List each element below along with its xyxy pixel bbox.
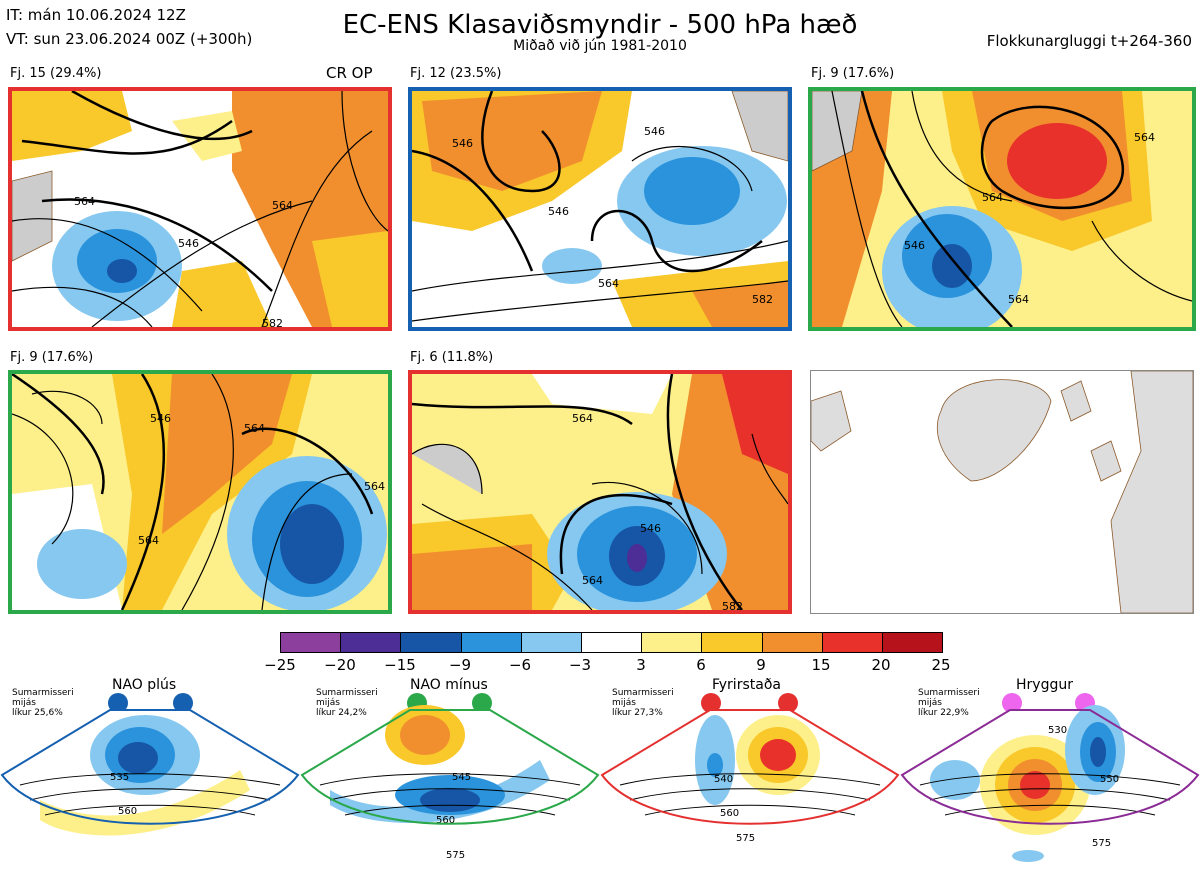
colorbar-bin — [822, 633, 883, 652]
regime-dot — [778, 693, 798, 713]
cluster-label-5: Fj. 6 (11.8%) — [410, 350, 494, 365]
contour-label: 564 — [272, 199, 293, 212]
colorbar-tick: −15 — [384, 656, 416, 674]
regime-map-4: 530 550 575 — [900, 693, 1200, 862]
colorbar-bin — [281, 633, 342, 652]
regime-title-3: Fyrirstaða — [712, 677, 781, 693]
regime-dot — [472, 693, 492, 713]
cluster-label-3: Fj. 9 (17.6%) — [811, 66, 895, 81]
contour-label: 546 — [904, 239, 925, 252]
cluster-map-4: 546 564 564 564 — [8, 370, 392, 614]
colorbar-tick: 15 — [811, 656, 831, 674]
colorbar-bin — [461, 633, 522, 652]
contour-label: 564 — [74, 195, 95, 208]
colorbar-tick: −25 — [264, 656, 296, 674]
contour-label: 582 — [722, 600, 743, 610]
contour-label: 582 — [262, 317, 283, 327]
valid-time: VT: sun 23.06.2024 00Z (+300h) — [6, 30, 253, 48]
regime-title-1: NAO plús — [112, 677, 177, 693]
contour-label: 546 — [178, 237, 199, 250]
colorbar-tick: −3 — [568, 656, 592, 674]
regime-dot — [108, 693, 128, 713]
contour-label: 564 — [982, 191, 1003, 204]
colorbar-tick: −20 — [324, 656, 356, 674]
cluster-label-4: Fj. 9 (17.6%) — [10, 350, 94, 365]
cluster-map-5: 564 546 564 582 — [408, 370, 792, 614]
overview-map — [810, 370, 1194, 614]
contour-label: 564 — [572, 412, 593, 425]
contour-label: 582 — [752, 293, 773, 306]
colorbar-bin — [702, 633, 763, 652]
colorbar-tick: 9 — [756, 656, 766, 674]
cr-op-label: CR OP — [326, 64, 373, 82]
colorbar — [280, 632, 943, 653]
page-subtitle: Miðað við jún 1981-2010 — [513, 38, 687, 54]
regime-title-4: Hryggur — [1016, 677, 1073, 693]
contour-label: 564 — [582, 574, 603, 587]
colorbar-bin — [401, 633, 462, 652]
contour-label: 546 — [548, 205, 569, 218]
regime-contour-label: 560 — [118, 806, 137, 817]
regime-contour-label: 575 — [446, 850, 465, 861]
colorbar-bin — [882, 633, 943, 652]
regime-contour-label: 575 — [736, 833, 755, 844]
regime-contour-label: 540 — [714, 774, 733, 785]
regime-title-2: NAO mínus — [410, 677, 488, 693]
regime-dot — [173, 693, 193, 713]
colorbar-bin — [581, 633, 643, 652]
regime-dot — [1002, 693, 1022, 713]
regime-contour-label: 560 — [720, 808, 739, 819]
regime-contour-label: 575 — [1092, 838, 1111, 849]
colorbar-tick: 25 — [931, 656, 951, 674]
contour-label: 564 — [244, 422, 265, 435]
contour-label: 546 — [150, 412, 171, 425]
regime-info-2: Sumarmisseri mijás líkur 24,2% — [316, 688, 378, 718]
cluster-map-1: 564 546 564 582 — [8, 87, 392, 331]
cluster-label-1: Fj. 15 (29.4%) — [10, 66, 102, 81]
regime-info-3: Sumarmisseri mijás líkur 27,3% — [612, 688, 674, 718]
colorbar-tick: 6 — [696, 656, 706, 674]
colorbar-tick: 20 — [871, 656, 891, 674]
contour-label: 564 — [364, 480, 385, 493]
regime-map-3: 540 560 575 — [600, 693, 900, 844]
colorbar-bin — [341, 633, 402, 652]
regime-contour-label: 535 — [110, 772, 129, 783]
colorbar-bin — [521, 633, 582, 652]
regime-contour-label: 560 — [436, 815, 455, 826]
regime-info-4: Sumarmisseri mijás líkur 22,9% — [918, 688, 980, 718]
regime-contour-label: 550 — [1100, 774, 1119, 785]
regime-map-1: 535 560 — [0, 693, 300, 836]
contour-label: 546 — [640, 522, 661, 535]
colorbar-bin — [642, 633, 703, 652]
regime-contour-label: 545 — [452, 772, 471, 783]
classification-window: Flokkunargluggi t+264-360 — [986, 32, 1192, 50]
contour-label: 546 — [452, 137, 473, 150]
colorbar-tick: 3 — [636, 656, 646, 674]
contour-label: 564 — [138, 534, 159, 547]
colorbar-tick: −9 — [448, 656, 472, 674]
colorbar-tick: −6 — [508, 656, 532, 674]
contour-label: 546 — [644, 125, 665, 138]
cluster-map-2: 546 546 546 564 582 — [408, 87, 792, 331]
regime-contour-label: 530 — [1048, 725, 1067, 736]
regime-dot — [701, 693, 721, 713]
colorbar-bin — [762, 633, 823, 652]
page-title: EC-ENS Klasaviðsmyndir - 500 hPa hæð — [342, 10, 858, 40]
regime-map-2: 545 560 575 — [300, 693, 600, 861]
contour-label: 564 — [1008, 293, 1029, 306]
contour-label: 564 — [598, 277, 619, 290]
cluster-label-2: Fj. 12 (23.5%) — [410, 66, 502, 81]
contour-label: 564 — [1134, 131, 1155, 144]
cluster-map-3: 546 564 564 564 — [808, 87, 1196, 331]
initial-time: IT: mán 10.06.2024 12Z — [6, 6, 186, 24]
regime-info-1: Sumarmisseri mijás líkur 25,6% — [12, 688, 74, 718]
